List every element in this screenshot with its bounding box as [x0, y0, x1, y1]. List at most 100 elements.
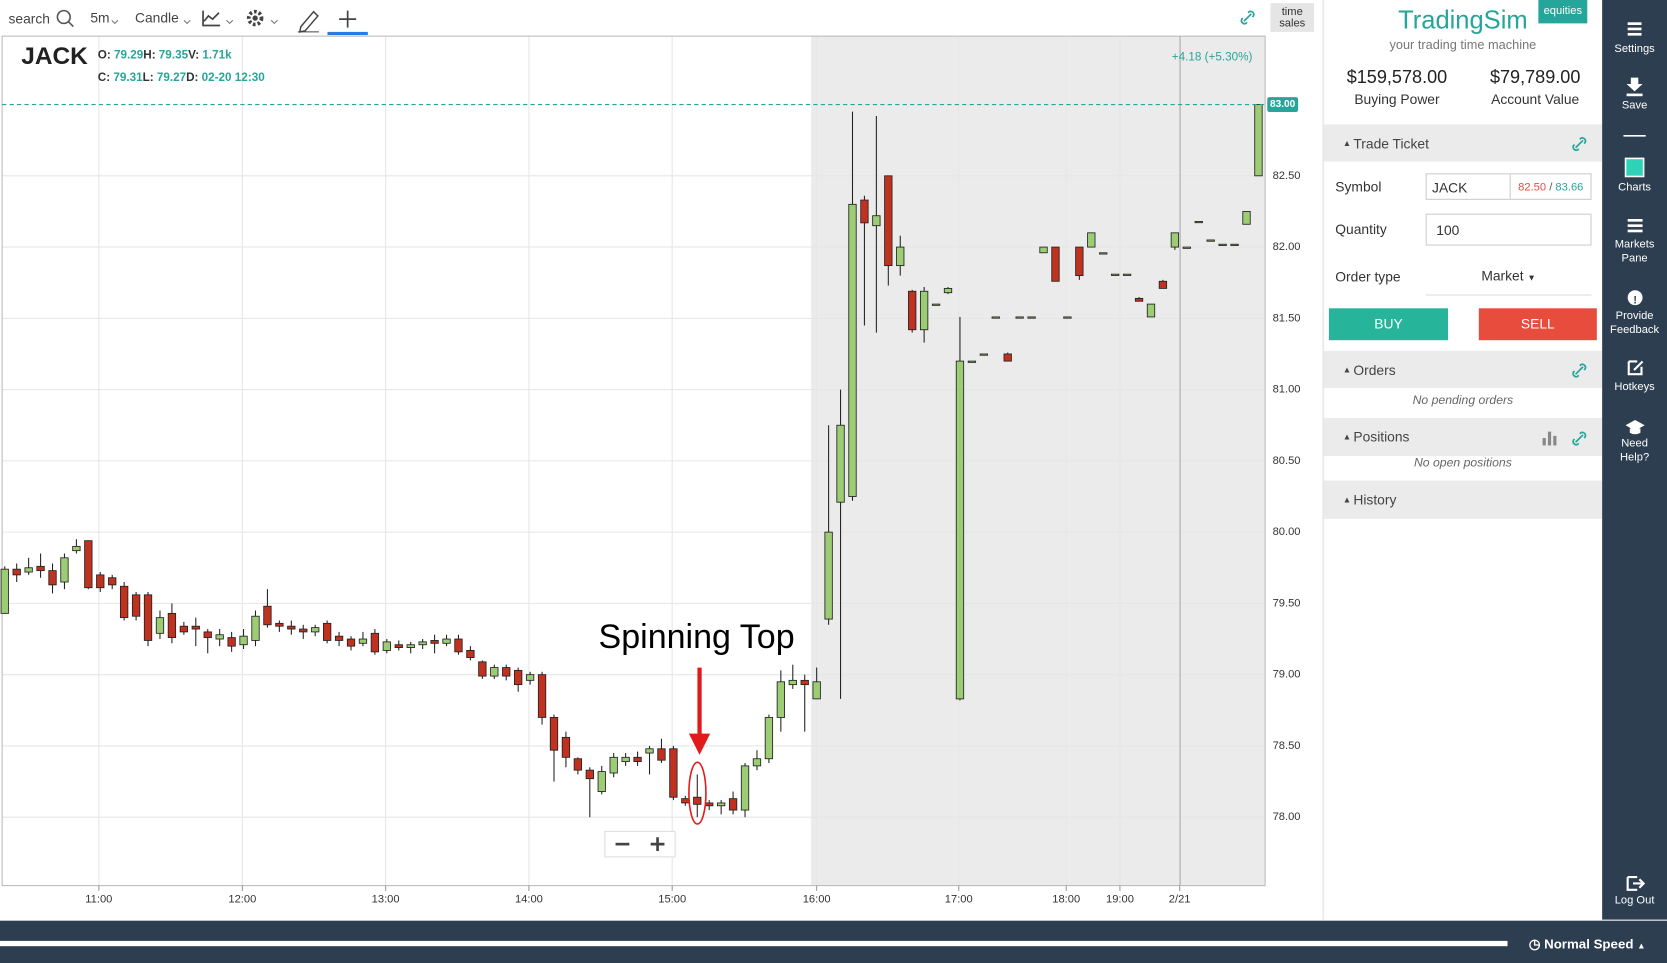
candle-body [179, 625, 188, 633]
nav-item[interactable]: Need Help? [1619, 436, 1650, 464]
ohlc-value: 79.29 [114, 48, 144, 62]
quote: 82.50 / 83.66 [1510, 173, 1592, 200]
candle-body [1134, 297, 1144, 302]
orders-header[interactable]: ▲ Orders [1323, 350, 1603, 389]
candle-body [1218, 243, 1227, 246]
last-price-tag [1267, 97, 1299, 113]
last-price-label: 83.00 [1270, 99, 1296, 110]
candle-body [728, 798, 738, 811]
quantity-input[interactable]: 100 [1425, 213, 1592, 246]
candle-body [490, 667, 499, 677]
candle-body [776, 681, 785, 718]
section-title: Orders [1353, 361, 1396, 378]
candle-body [514, 669, 523, 686]
order-type-value: Market [1481, 267, 1524, 284]
sep: / [1549, 180, 1553, 194]
y-tick-label: 80.50 [1273, 455, 1301, 467]
link-icon[interactable] [1240, 10, 1257, 27]
y-tick-label: 82.00 [1273, 241, 1301, 253]
nav-item[interactable]: Provide Feedback [1610, 309, 1660, 336]
speed-label: Normal Speed [1544, 936, 1634, 952]
candle-body [1254, 104, 1263, 177]
interval[interactable]: 5m [90, 9, 110, 26]
time-sales[interactable]: time sales [1270, 3, 1315, 32]
highlight-ellipse [688, 761, 707, 825]
ohlc-value: 79.31 [113, 71, 143, 84]
candle-body [263, 605, 272, 626]
candle-body [537, 674, 547, 718]
candle-body [585, 769, 594, 780]
speed[interactable]: ◷ Normal Speed ▲ [1528, 936, 1646, 952]
candle-body [84, 540, 93, 589]
nav-item[interactable]: Markets Pane [1614, 238, 1655, 265]
nav-item[interactable]: Settings [1614, 42, 1655, 56]
x-tick-label: 14:00 [515, 893, 543, 905]
candle-body [358, 638, 368, 644]
tagline: your trading time machine [1389, 37, 1537, 53]
caret: ▼ [1527, 273, 1536, 283]
symbol-input[interactable]: JACK [1425, 173, 1511, 200]
symbol: JACK [21, 43, 88, 70]
ohlc-label: H: [143, 48, 156, 62]
zoom-in[interactable] [650, 837, 665, 852]
candle-body [120, 585, 129, 619]
nav-bar: ! Settings Save Charts Markets Pane Provide … [1602, 0, 1667, 920]
candle-body [418, 641, 427, 646]
search-icon [56, 9, 74, 28]
chart-type[interactable]: Candle [135, 9, 179, 26]
candle-body [1146, 303, 1156, 318]
annotation: Spinning Top [599, 618, 795, 656]
candle-body [1242, 211, 1251, 225]
positions-header[interactable]: ▲ Positions [1323, 417, 1603, 457]
ohlc-label: O: [97, 48, 111, 62]
candle-body [299, 628, 308, 633]
candle-body [322, 622, 332, 641]
section-title: Positions [1353, 428, 1410, 445]
candle-body [525, 674, 535, 681]
y-tick-label: 82.50 [1273, 170, 1301, 182]
nav-item[interactable]: Hotkeys [1614, 380, 1655, 394]
candle-body [1111, 273, 1120, 276]
y-tick-label: 78.50 [1273, 740, 1301, 752]
x-tick-label: 19:00 [1106, 893, 1134, 905]
nav-item[interactable]: Save [1621, 98, 1648, 112]
candle-body [287, 625, 296, 630]
candle-body [573, 758, 583, 771]
candle-body [717, 802, 726, 807]
candle-body [955, 360, 965, 700]
candle-body [848, 203, 857, 497]
candle-body [1099, 252, 1108, 255]
candle-body [967, 360, 977, 363]
candle-body [609, 756, 618, 774]
buy-button[interactable]: BUY [1328, 308, 1448, 341]
candle-body [406, 644, 415, 649]
trade-ticket-header[interactable]: ▲ Trade Ticket [1323, 124, 1603, 162]
search[interactable]: search [8, 10, 51, 27]
candle-body [454, 638, 463, 653]
section-title: History [1353, 491, 1397, 508]
candle-body [669, 748, 678, 798]
candle-body [1063, 316, 1072, 319]
sell-button[interactable]: SELL [1478, 308, 1597, 341]
candle-body [549, 716, 559, 751]
footer: ◷ Normal Speed ▲ [0, 920, 1667, 963]
account-value: $79,789.00 [1489, 66, 1581, 88]
candle-body [1206, 239, 1215, 242]
candle-body [824, 531, 833, 620]
candle-body [12, 568, 21, 576]
ohlc-label: C: [97, 71, 111, 84]
nav-item[interactable]: Charts [1618, 180, 1652, 194]
x-tick-label: 16:00 [803, 893, 831, 905]
order-type[interactable]: Market ▼ [1425, 260, 1592, 296]
candle-body [1027, 316, 1036, 319]
candle-body [60, 557, 69, 583]
draw-tools[interactable] [297, 6, 372, 36]
y-tick-label: 78.00 [1273, 811, 1301, 823]
positions-chart-icon[interactable] [1542, 430, 1559, 447]
candle-body [752, 758, 762, 767]
candle-body [1122, 273, 1132, 276]
history-header[interactable]: ▲ History [1323, 480, 1603, 519]
nav-item[interactable]: Log Out [1614, 894, 1655, 907]
candle-body [597, 771, 606, 792]
